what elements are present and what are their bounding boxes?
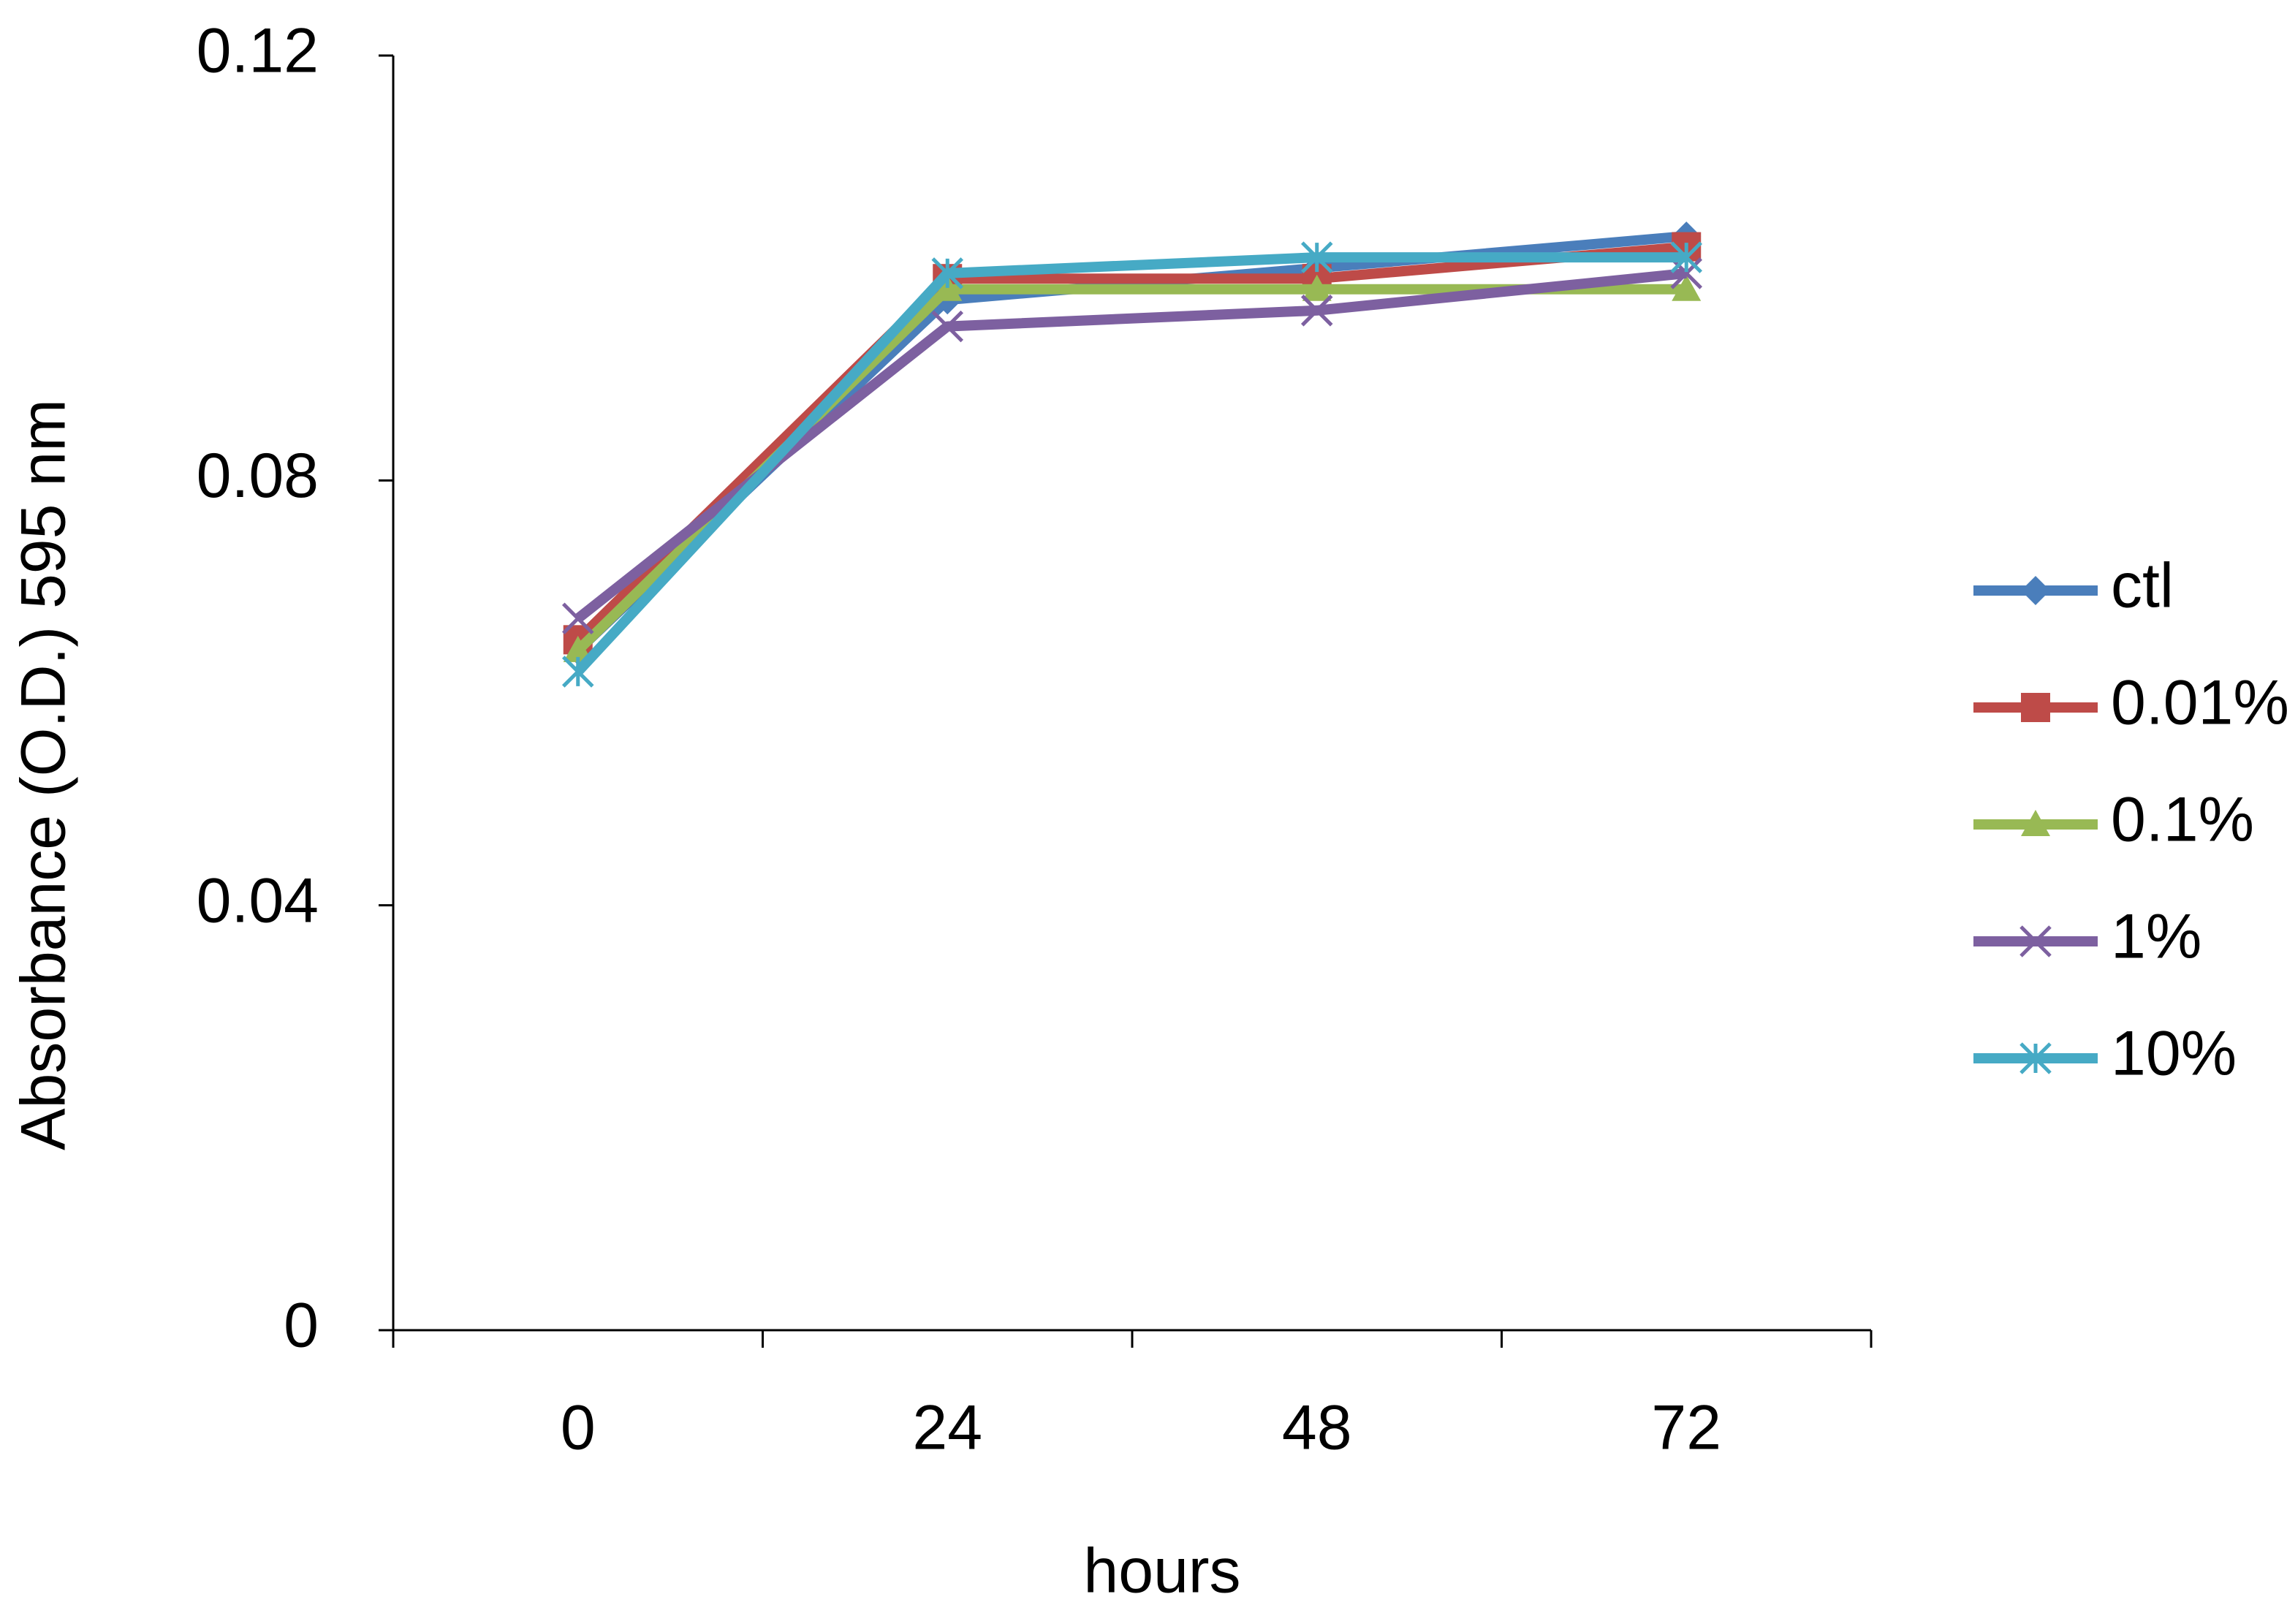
marker [561, 656, 594, 688]
x-tick-label: 0 [561, 1393, 596, 1463]
legend-label: 1% [2111, 902, 2201, 972]
y-tick-label: 0.08 [197, 441, 319, 511]
series-line [574, 231, 1687, 654]
marker [2021, 810, 2050, 836]
marker [1300, 295, 1333, 327]
marker [2021, 693, 2050, 722]
marker [1300, 241, 1333, 273]
series-line [574, 284, 1687, 654]
x-tick-label: 72 [1651, 1393, 1721, 1463]
series-line [574, 252, 1687, 675]
y-axis-title: Absorbance (O.D.) 595 nm [9, 399, 79, 1150]
marker [1302, 274, 1332, 301]
marker [1670, 241, 1703, 273]
x-tick-label: 48 [1282, 1393, 1352, 1463]
marker [2019, 1042, 2052, 1074]
legend-label: ctl [2111, 551, 2174, 621]
x-axis-title: hours [1083, 1536, 1240, 1606]
marker [2021, 576, 2050, 605]
legend-label: 10% [2111, 1019, 2237, 1089]
marker [1672, 274, 1702, 301]
marker [561, 602, 594, 635]
y-tick-label: 0 [284, 1291, 319, 1361]
y-tick-label: 0.12 [197, 16, 319, 86]
marker [931, 257, 964, 289]
series-line [574, 267, 1687, 623]
x-tick-label: 24 [912, 1393, 982, 1463]
marker [931, 310, 964, 343]
legend-label: 0.1% [2111, 785, 2254, 855]
marker [563, 635, 593, 662]
series-line [574, 241, 1687, 644]
y-tick-label: 0.04 [197, 865, 319, 936]
marker [2019, 925, 2052, 957]
legend-label: 0.01% [2111, 668, 2287, 738]
marker [1670, 257, 1703, 289]
